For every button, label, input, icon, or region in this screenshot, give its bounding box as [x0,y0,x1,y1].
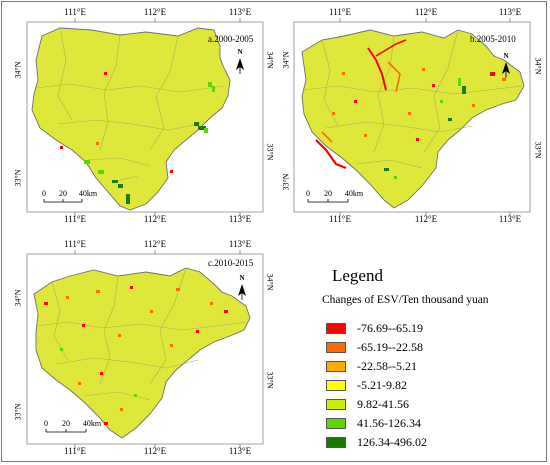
legend-item: -65.19--22.58 [326,340,536,355]
map-neatline [26,21,264,213]
legend-item: -22.58--5.21 [326,359,536,374]
map-neatline [293,21,531,213]
legend-swatch [326,418,346,429]
map-canvas-c [26,250,264,448]
north-label: N [237,48,243,56]
study-region [301,29,525,209]
lon-ticks [74,18,241,216]
lon-label-112: 112°E [143,7,167,17]
lon-label-113: 113°E [228,239,252,249]
scale-tick-0: 0 [42,189,46,198]
panel-title-a: a.2000-2005 [208,34,254,44]
legend-label: 41.56-126.34 [357,416,421,430]
legend-swatch [326,361,346,372]
lon-label-112-bottom: 112°E [414,214,438,224]
lon-label-111-bottom: 111°E [64,214,86,224]
lat-label-33-right: 33°N [533,141,543,159]
esv-change-patches [44,286,228,425]
legend-title: Legend [332,266,383,285]
lon-label-111: 111°E [329,7,351,17]
scale-tick-40km: 40km [82,419,102,428]
north-label: N [503,52,509,60]
county-boundaries [303,29,523,169]
lat-label-33-left: 33°N [13,169,23,187]
lon-label-112: 112°E [143,239,167,249]
lat-label-34-left: 34°N [13,61,23,79]
lat-label-34-right: 34°N [533,57,543,75]
lat-label-34-left: 34°N [13,289,23,307]
legend-swatch [326,380,346,391]
scale-tick-40km: 40km [78,189,98,198]
lat-label-33-left: 33°N [281,173,291,191]
legend-swatch [326,323,346,334]
legend-swatch [326,399,346,410]
lon-label-112-bottom: 112°E [143,214,167,224]
legend-swatch [326,342,346,353]
map-panel-b: 111°E 112°E 113°E 111°E 112°E 113°E 34°N… [272,0,547,225]
lon-label-111: 111°E [64,7,86,17]
legend-label: -76.69--65.19 [357,321,423,335]
scale-bar [43,199,83,203]
lat-label-34-right: 34°N [265,273,275,291]
legend-subtitle: Changes of ESV/Ten thousand yuan [322,294,489,306]
lon-ticks [339,18,511,216]
legend-item: 9.82-41.56 [326,397,536,412]
lon-label-113: 113°E [498,7,522,17]
lon-label-113-bottom: 113°E [228,214,252,224]
map-panel-a: 111°E 112°E 113°E 111°E 112°E 113°E 34°N… [0,0,275,225]
lon-label-111-bottom: 111°E [64,446,86,456]
north-label: N [239,274,245,282]
map-canvas-b [293,18,531,216]
legend-item: -76.69--65.19 [326,321,536,336]
scale-tick-20: 20 [324,189,332,198]
scale-tick-40km: 40km [344,189,364,198]
map-panel-c: 111°E 112°E 113°E 111°E 112°E 113°E 34°N… [0,232,275,462]
study-region [31,27,231,211]
esv-change-patches [315,39,506,179]
lon-label-113-bottom: 113°E [228,446,252,456]
map-neatline [26,253,264,445]
study-region [33,267,251,439]
scale-bar [45,429,87,433]
legend-swatch [326,437,346,448]
legend-label: -5.21-9.82 [357,378,407,392]
panel-title-c: c.2010-2015 [208,258,254,268]
lon-label-112-bottom: 112°E [143,446,167,456]
legend-label: -22.58--5.21 [357,359,417,373]
scale-bar [307,199,349,203]
scale-tick-20: 20 [62,419,70,428]
lon-label-111: 111°E [64,239,86,249]
lon-label-113: 113°E [228,7,252,17]
lat-label-33-right: 33°N [265,371,275,389]
panel-title-b: b.2005-2010 [470,34,516,44]
legend-label: 126.34-496.02 [357,435,427,449]
esv-change-patches [60,72,215,204]
lon-ticks [74,250,241,448]
scale-tick-0: 0 [44,419,48,428]
legend-label: 9.82-41.56 [357,397,409,411]
legend-label: -65.19--22.58 [357,340,423,354]
map-canvas-a [26,18,264,216]
lat-label-34-left: 34°N [281,51,291,69]
county-boundaries [35,27,225,183]
lon-label-113-bottom: 113°E [498,214,522,224]
scale-tick-20: 20 [59,189,67,198]
lon-label-112: 112°E [414,7,438,17]
scale-tick-0: 0 [306,189,310,198]
lon-label-111-bottom: 111°E [329,214,351,224]
lat-label-33-left: 33°N [13,403,23,421]
north-arrow [238,284,246,300]
legend-item: 41.56-126.34 [326,416,536,431]
north-arrow [502,62,510,78]
legend-item: -5.21-9.82 [326,378,536,393]
north-arrow [236,58,244,74]
legend-item: 126.34-496.02 [326,435,536,450]
